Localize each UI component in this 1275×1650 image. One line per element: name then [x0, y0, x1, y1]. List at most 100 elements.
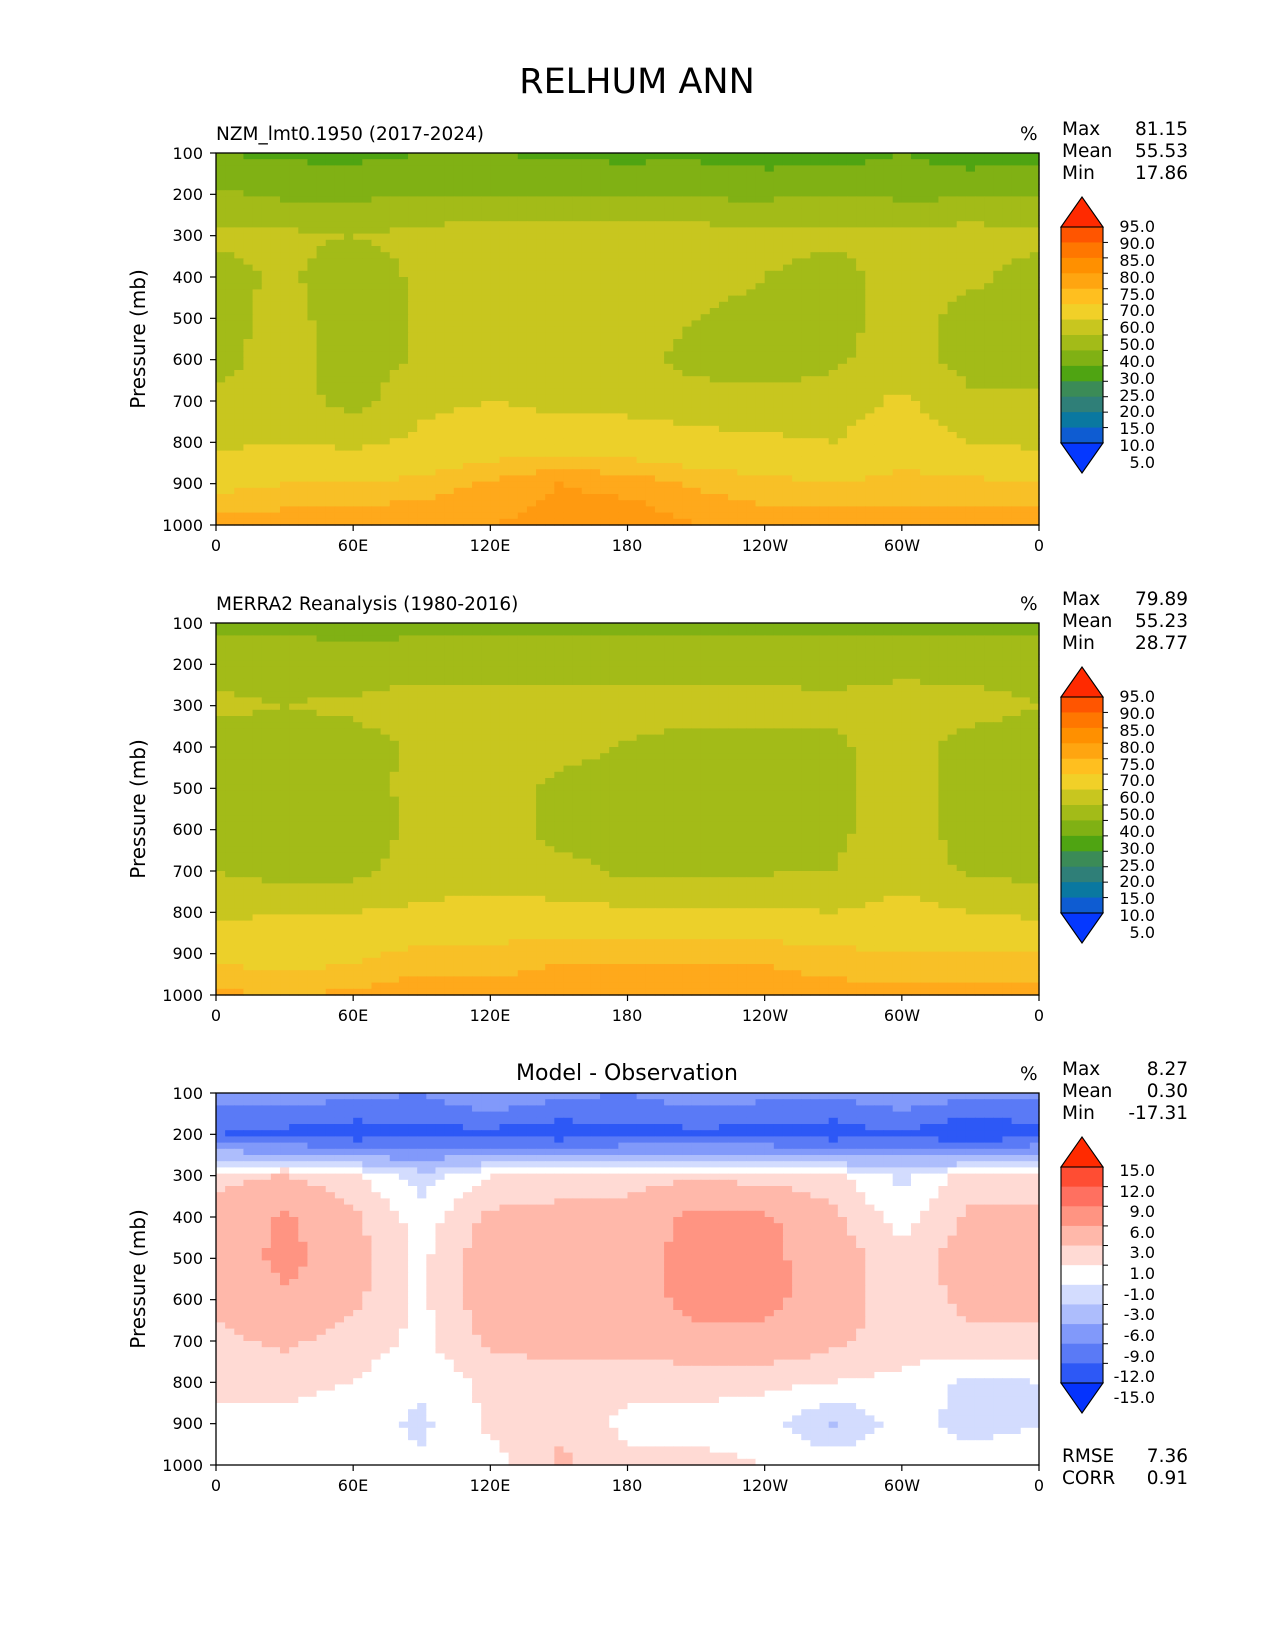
field-cell: [334, 246, 345, 253]
field-cell: [755, 215, 766, 222]
field-cell: [910, 283, 921, 290]
field-cell: [216, 227, 226, 235]
field-cell: [261, 388, 272, 396]
field-cell: [408, 308, 418, 315]
field-cell: [572, 171, 583, 179]
field-cell: [910, 190, 921, 197]
field-cell: [508, 481, 519, 489]
field-cell: [225, 295, 235, 303]
field-cell: [590, 301, 601, 309]
field-cell: [737, 382, 747, 390]
field-cell: [664, 258, 674, 266]
field-cell: [755, 487, 766, 495]
field-cell: [472, 469, 482, 476]
field-cell: [1020, 252, 1031, 259]
field-cell: [216, 289, 226, 297]
field-cell: [874, 450, 885, 458]
field-cell: [728, 487, 738, 495]
field-cell: [901, 264, 912, 272]
field-cell: [947, 184, 958, 191]
field-cell: [654, 326, 665, 334]
field-cell: [325, 283, 336, 290]
field-cell: [700, 425, 711, 433]
field-cell: [920, 339, 930, 346]
field-cell: [472, 456, 482, 464]
field-cell: [353, 233, 363, 241]
field-cell: [536, 456, 546, 464]
field-cell: [490, 326, 501, 334]
field-cell: [526, 289, 537, 297]
field-cell: [654, 202, 665, 210]
field-cell: [536, 258, 546, 266]
field-cell: [801, 190, 811, 197]
field-cell: [645, 190, 656, 197]
field-cell: [453, 425, 464, 433]
field-cell: [581, 363, 592, 371]
field-cell: [380, 289, 391, 297]
field-cell: [243, 401, 254, 408]
field-cell: [243, 363, 254, 371]
field-cell: [362, 339, 373, 346]
field-cell: [920, 196, 930, 204]
field-cell: [490, 332, 501, 340]
field-cell: [974, 326, 985, 334]
field-cell: [819, 202, 830, 210]
field-cell: [865, 432, 875, 439]
field-cell: [289, 394, 299, 402]
field-cell: [956, 425, 967, 433]
field-cell: [618, 382, 629, 390]
field-cell: [526, 308, 537, 315]
field-cell: [572, 252, 583, 259]
field-cell: [508, 246, 519, 253]
field-cell: [910, 388, 921, 396]
field-cell: [846, 463, 857, 470]
field-cell: [261, 202, 272, 210]
field-cell: [472, 320, 482, 328]
field-cell: [764, 475, 775, 483]
field-cell: [728, 301, 738, 309]
field-cell: [426, 246, 437, 253]
field-cell: [426, 215, 437, 222]
field-cell: [280, 450, 290, 458]
field-cell: [956, 252, 967, 259]
field-cell: [627, 270, 638, 278]
field-cell: [883, 295, 894, 303]
field-cell: [590, 277, 601, 284]
field-cell: [645, 239, 656, 247]
field-cell: [618, 326, 629, 334]
field-cell: [764, 202, 775, 210]
field-cell: [280, 246, 290, 253]
field-cell: [408, 432, 418, 439]
field-cell: [837, 438, 848, 445]
field-cell: [929, 159, 940, 166]
field-cell: [380, 481, 391, 489]
field-cell: [636, 171, 647, 179]
field-cell: [920, 345, 930, 352]
field-cell: [280, 444, 290, 452]
field-cell: [956, 153, 967, 160]
field-cell: [1002, 252, 1013, 259]
field-cell: [947, 469, 958, 476]
field-cell: [974, 339, 985, 346]
field-cell: [819, 258, 830, 266]
field-cell: [673, 171, 683, 179]
field-cell: [819, 153, 830, 160]
field-cell: [325, 351, 336, 359]
field-cell: [398, 376, 409, 383]
field-cell: [773, 239, 784, 247]
field-cell: [901, 401, 912, 408]
field-cell: [508, 425, 519, 433]
field-cell: [782, 196, 793, 204]
field-cell: [846, 196, 857, 204]
field-cell: [929, 239, 940, 247]
field-cell: [499, 202, 510, 210]
field-cell: [289, 388, 299, 396]
field-cell: [718, 438, 729, 445]
field-cell: [398, 382, 409, 390]
field-cell: [371, 289, 382, 297]
field-cell: [289, 432, 299, 439]
field-cell: [947, 246, 958, 253]
field-cell: [801, 425, 811, 433]
field-cell: [1011, 475, 1022, 483]
field-cell: [435, 289, 446, 297]
